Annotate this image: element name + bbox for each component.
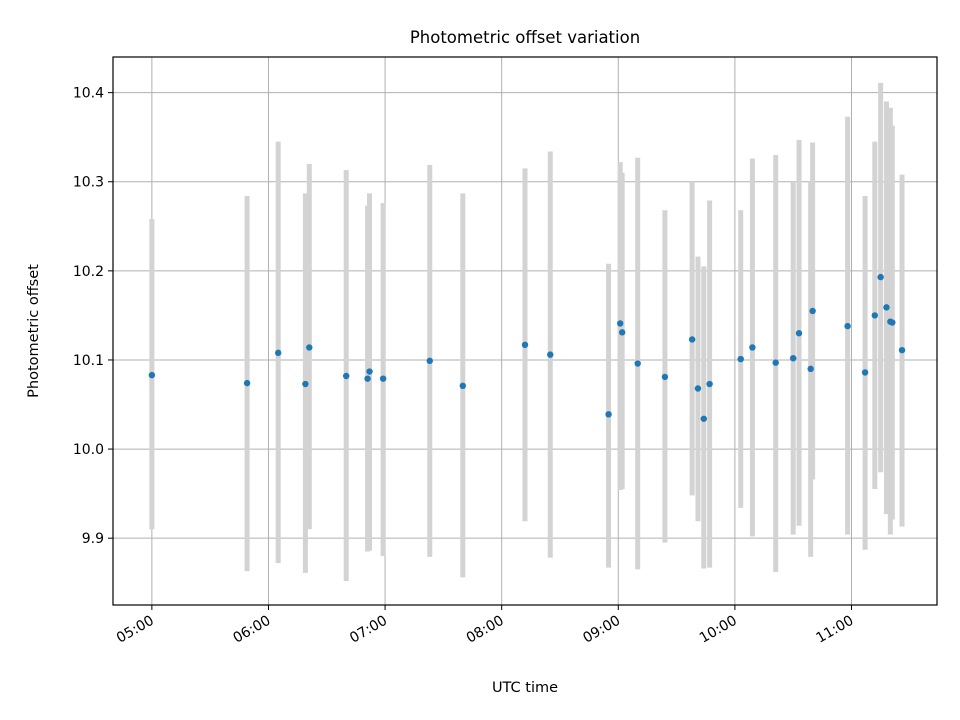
data-point [426,357,433,365]
y-tick-label: 10.2 [73,264,104,280]
y-tick-label: 10.0 [73,442,104,458]
data-point [898,346,906,354]
data-point [877,273,884,281]
data-point [148,371,156,379]
data-point [634,360,641,367]
data-point [861,369,869,376]
y-axis-ticks: 9.9 10.0 10.1 10.2 10.3 10.4 [73,86,113,547]
data-point [364,375,371,382]
data-point [694,385,702,392]
data-point [706,380,713,388]
data-point [274,349,282,357]
y-tick-label: 10.3 [73,175,104,191]
data-point [617,320,624,327]
data-point [302,380,309,388]
data-point [871,312,879,319]
data-point [521,341,529,349]
data-point [243,379,251,387]
y-tick-label: 10.4 [73,86,104,102]
data-point [688,336,696,343]
data-point [700,415,707,422]
data-point [343,372,350,380]
data-point [807,365,814,373]
y-axis-label: Photometric offset [26,264,42,398]
plot-frame [112,56,938,606]
x-axis-label: UTC time [492,680,558,696]
data-point [844,322,851,330]
data-point [605,411,612,418]
data-point [737,355,744,363]
data-point [379,375,387,382]
data-point [795,330,803,337]
data-point [661,373,669,381]
data-point [547,351,554,358]
chart-title: Photometric offset variation [410,28,640,47]
data-point [789,354,797,362]
data-point [366,368,373,375]
y-tick-label: 9.9 [82,531,104,547]
data-points [148,273,906,422]
data-point [459,382,467,389]
data-point [772,359,779,366]
data-point [809,307,816,315]
y-tick-label: 10.1 [73,353,104,369]
data-point [306,344,313,351]
data-point [618,329,626,336]
data-point [749,344,756,351]
data-point [889,319,896,326]
data-point [883,304,890,311]
